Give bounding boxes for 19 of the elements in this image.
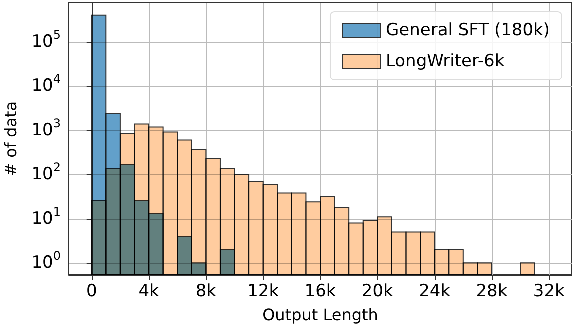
legend-label: General SFT (180k)	[386, 20, 550, 40]
y-tick-label: 10$^{3}$	[32, 116, 61, 140]
x-tick-label: 16k	[304, 282, 336, 302]
y-tick-label: 10$^{0}$	[32, 249, 61, 274]
y-tick-label: 10$^{4}$	[32, 72, 61, 96]
x-tick-label: 32k	[533, 282, 566, 302]
y-tick-label: 10$^{5}$	[32, 28, 61, 52]
x-tick-label: 28k	[476, 282, 508, 302]
x-tick-label: 0	[86, 282, 98, 302]
x-tick-label: 20k	[362, 282, 394, 302]
x-tick-label: 8k	[196, 282, 217, 302]
x-tick-label: 12k	[248, 282, 280, 302]
legend-label: LongWriter-6k	[386, 52, 505, 72]
x-tick-label: 24k	[419, 282, 451, 302]
x-axis-title: Output Length	[262, 306, 378, 324]
y-axis-title: # of data	[2, 101, 20, 177]
y-tick-label: 10$^{2}$	[32, 160, 61, 185]
x-tick-label: 4k	[138, 282, 160, 302]
y-tick-label: 10$^{1}$	[32, 204, 61, 229]
